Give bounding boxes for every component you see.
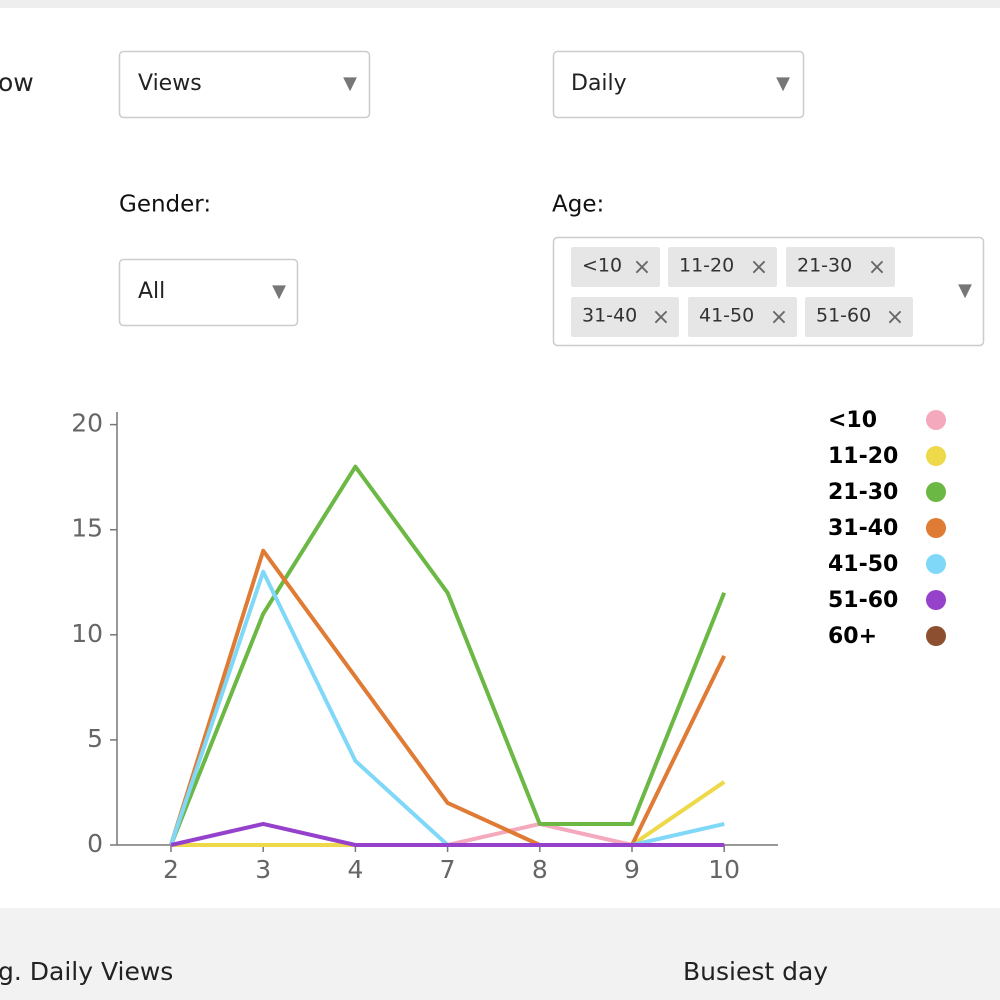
select-arrow[interactable]: ▼: [776, 73, 790, 94]
legend-label: 60+: [828, 624, 877, 649]
footer-panel: [0, 908, 1000, 1000]
legend-label: 11-20: [828, 444, 898, 469]
chip-remove[interactable]: ×: [886, 305, 904, 330]
select-arrow[interactable]: ▼: [343, 73, 357, 94]
legend-swatch: [926, 446, 946, 466]
x-tick-label: 4: [347, 855, 363, 884]
age-chip[interactable]: 51-60 ×: [805, 297, 913, 337]
y-tick-label: 0: [87, 829, 103, 858]
chip-box[interactable]: [786, 247, 895, 287]
select-arrow[interactable]: ▼: [272, 281, 286, 302]
age-chip[interactable]: <10 ×: [571, 247, 660, 287]
chip-label[interactable]: 41-50: [699, 305, 754, 327]
legend-label: <10: [828, 408, 877, 433]
legend-label: 21-30: [828, 480, 898, 505]
chip-box[interactable]: [688, 297, 797, 337]
chip-box[interactable]: [571, 247, 660, 287]
x-tick-label: 8: [532, 855, 548, 884]
chart: 0 5 10 15 20 2 3 4 7 8 9 10 <10 11-20 21-30 31-40 41-50 5…: [71, 408, 946, 884]
chip-label[interactable]: <10: [582, 255, 622, 277]
age-chip[interactable]: 21-30 ×: [786, 247, 895, 287]
select-value[interactable]: Views: [138, 71, 202, 96]
select-box[interactable]: [118, 258, 299, 327]
age-chip[interactable]: 41-50 ×: [688, 297, 797, 337]
age-select[interactable]: ▼ <10 × 11-20 × 21-30 × 31-40 × 41-50 × 51-60 ×: [552, 236, 985, 347]
legend-label: 31-40: [828, 516, 898, 541]
legend-label: 51-60: [828, 588, 898, 613]
chip-box[interactable]: [668, 247, 777, 287]
legend-swatch: [926, 482, 946, 502]
series-line: [170, 821, 725, 847]
select-box[interactable]: [118, 50, 371, 119]
chip-label[interactable]: 31-40: [582, 305, 637, 327]
chip-remove[interactable]: ×: [750, 255, 768, 280]
chip-remove[interactable]: ×: [770, 305, 788, 330]
chip-remove[interactable]: ×: [633, 255, 651, 280]
chip-label[interactable]: 21-30: [797, 255, 852, 277]
series-line: [171, 780, 726, 847]
chip-box[interactable]: [805, 297, 913, 337]
series-line: [169, 464, 727, 846]
age-label: Age:: [552, 192, 604, 218]
chip-label[interactable]: 11-20: [679, 255, 734, 277]
metric-select[interactable]: Views ▼: [118, 50, 371, 119]
footer-stat-label: g. Daily Views: [0, 957, 173, 986]
x-tick-label: 2: [163, 855, 179, 884]
select-value[interactable]: Daily: [571, 71, 627, 96]
x-tick-label: 9: [624, 855, 640, 884]
top-bar: [0, 0, 1000, 8]
chip-label[interactable]: 51-60: [816, 305, 871, 327]
x-tick-label: 3: [255, 855, 271, 884]
chip-box[interactable]: [571, 297, 679, 337]
select-box[interactable]: [552, 50, 805, 119]
legend-label: 41-50: [828, 552, 898, 577]
y-tick-label: 15: [71, 514, 103, 543]
y-tick-label: 10: [71, 619, 103, 648]
y-tick-label: 5: [87, 724, 103, 753]
footer-stat-label: Busiest day: [683, 957, 828, 986]
legend-swatch: [926, 410, 946, 430]
gender-label: Gender:: [119, 192, 211, 218]
legend-swatch: [926, 518, 946, 538]
legend-swatch: [926, 626, 946, 646]
select-value[interactable]: All: [138, 279, 165, 304]
legend-swatch: [926, 554, 946, 574]
select-arrow[interactable]: ▼: [958, 280, 972, 301]
legend-swatch: [926, 590, 946, 610]
x-tick-label: 10: [708, 855, 740, 884]
y-tick-label: 20: [71, 409, 103, 438]
gender-select[interactable]: All ▼: [118, 258, 299, 327]
age-chip[interactable]: 11-20 ×: [668, 247, 777, 287]
chip-remove[interactable]: ×: [652, 305, 670, 330]
age-chip[interactable]: 31-40 ×: [571, 297, 679, 337]
chip-remove[interactable]: ×: [868, 255, 886, 280]
show-label: ow: [0, 68, 34, 97]
period-select[interactable]: Daily ▼: [552, 50, 805, 119]
x-tick-label: 7: [440, 855, 456, 884]
